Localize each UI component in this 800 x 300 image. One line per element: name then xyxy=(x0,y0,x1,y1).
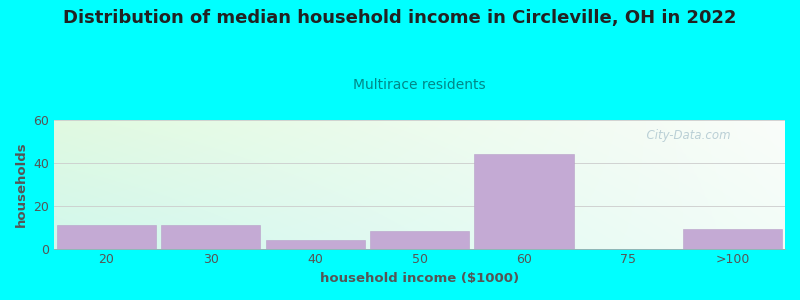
Bar xyxy=(266,240,365,249)
Text: City-Data.com: City-Data.com xyxy=(639,128,730,142)
Bar xyxy=(683,229,782,249)
Text: Distribution of median household income in Circleville, OH in 2022: Distribution of median household income … xyxy=(63,9,737,27)
Bar xyxy=(370,231,470,249)
Y-axis label: households: households xyxy=(15,141,28,227)
Bar xyxy=(162,225,261,249)
Bar xyxy=(474,154,574,249)
X-axis label: household income ($1000): household income ($1000) xyxy=(320,272,519,285)
Bar xyxy=(57,225,156,249)
Title: Multirace residents: Multirace residents xyxy=(354,78,486,92)
